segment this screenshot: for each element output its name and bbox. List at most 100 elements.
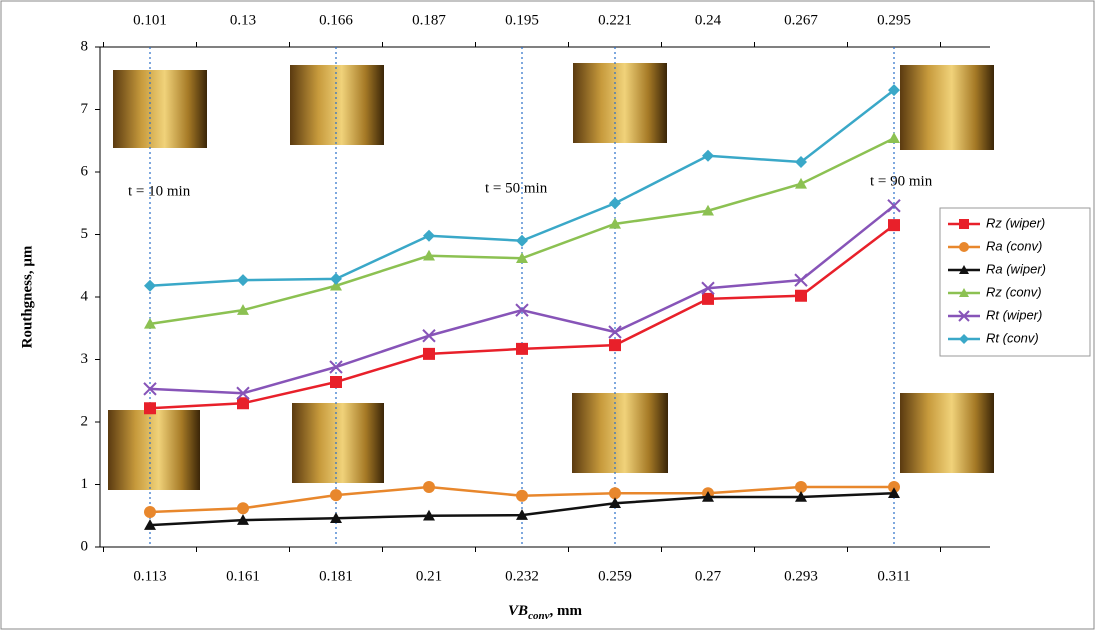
point	[959, 288, 969, 297]
point	[516, 489, 528, 502]
x-tick-label: 0.27	[695, 568, 722, 584]
point	[516, 252, 528, 264]
legend-label: Rz (conv)	[986, 284, 1042, 299]
x-tick-label: 0.293	[784, 568, 818, 584]
point	[888, 84, 900, 97]
x-tick-label: 0.259	[598, 568, 632, 584]
point	[702, 149, 714, 162]
point	[515, 303, 529, 317]
y-tick-label: 3	[81, 351, 89, 367]
series	[144, 132, 900, 329]
x2-tick-label: 0.187	[412, 12, 446, 28]
y-tick-label: 6	[81, 163, 89, 179]
point	[330, 489, 342, 502]
point	[237, 304, 249, 315]
point	[958, 310, 970, 322]
point	[609, 197, 621, 210]
point	[888, 219, 900, 232]
point	[608, 325, 622, 339]
point	[959, 219, 969, 229]
x2-tick-label: 0.295	[877, 12, 911, 28]
point	[423, 229, 435, 242]
point	[144, 519, 156, 530]
point	[959, 334, 969, 344]
legend-box	[939, 207, 1091, 357]
legend-label: Ra (conv)	[986, 238, 1042, 253]
y-tick-label: 7	[81, 101, 89, 117]
point	[423, 509, 435, 521]
point	[329, 360, 343, 374]
point	[795, 177, 807, 189]
x2-tick-label: 0.267	[784, 12, 818, 28]
point	[330, 376, 342, 388]
point	[144, 402, 156, 415]
point	[887, 199, 901, 213]
y-tick-label: 0	[81, 538, 89, 554]
y-tick-label: 8	[81, 38, 89, 54]
point	[423, 249, 435, 261]
y-tick-label: 2	[81, 413, 89, 429]
y-tick-label: 4	[81, 288, 89, 304]
point	[144, 506, 156, 518]
point	[702, 292, 714, 305]
point	[237, 397, 249, 410]
x-label-sub: conv	[528, 610, 550, 622]
point	[795, 289, 807, 302]
tool-images	[108, 63, 994, 490]
point	[330, 512, 342, 524]
point	[143, 382, 157, 396]
x-label-main: VB	[508, 603, 528, 619]
point	[794, 273, 808, 287]
point	[330, 279, 342, 291]
point	[144, 317, 156, 329]
x2-tick-label: 0.13	[230, 12, 256, 28]
point	[237, 514, 249, 525]
annotation: t = 50 min	[485, 180, 548, 196]
point	[888, 132, 900, 144]
point	[609, 497, 621, 509]
x2-tick-label: 0.166	[319, 12, 353, 28]
y-tick-label: 5	[81, 226, 89, 242]
point	[795, 156, 807, 168]
x-tick-label: 0.113	[133, 568, 166, 584]
point	[609, 339, 621, 352]
series	[144, 487, 900, 530]
series	[143, 199, 901, 400]
y-axis-label: Routhgness, μm	[19, 245, 35, 348]
point	[959, 265, 969, 274]
series	[144, 84, 900, 292]
x2-tick-label: 0.221	[598, 12, 632, 28]
point	[516, 509, 528, 520]
x2-tick-label: 0.101	[133, 12, 167, 28]
legend: Rz (wiper) Ra (conv) Ra (wiper) Rz (conv) Rt…	[939, 207, 1091, 357]
point	[701, 281, 715, 295]
x-label-unit: , mm	[549, 603, 582, 619]
x-tick-label: 0.311	[877, 568, 910, 584]
legend-label: Rz (wiper)	[986, 215, 1045, 230]
point	[330, 272, 342, 285]
point	[795, 481, 807, 493]
point	[422, 329, 436, 343]
point	[144, 279, 156, 292]
y-tick-label: 1	[81, 476, 89, 492]
annotation: t = 10 min	[128, 183, 191, 199]
point	[236, 386, 250, 400]
legend-label: Ra (wiper)	[986, 261, 1046, 276]
point	[516, 342, 528, 355]
x-tick-label: 0.161	[226, 568, 260, 584]
series	[144, 219, 900, 415]
point	[795, 491, 807, 502]
x-axis-label: VBconv, mm	[508, 603, 582, 621]
point	[423, 481, 435, 493]
point	[609, 217, 621, 229]
x2-tick-label: 0.195	[505, 12, 539, 28]
point	[609, 487, 621, 500]
point	[959, 242, 969, 252]
point	[888, 481, 900, 493]
point	[702, 204, 714, 216]
point	[888, 487, 900, 499]
annotation: t = 90 min	[870, 173, 933, 189]
point	[237, 502, 249, 515]
